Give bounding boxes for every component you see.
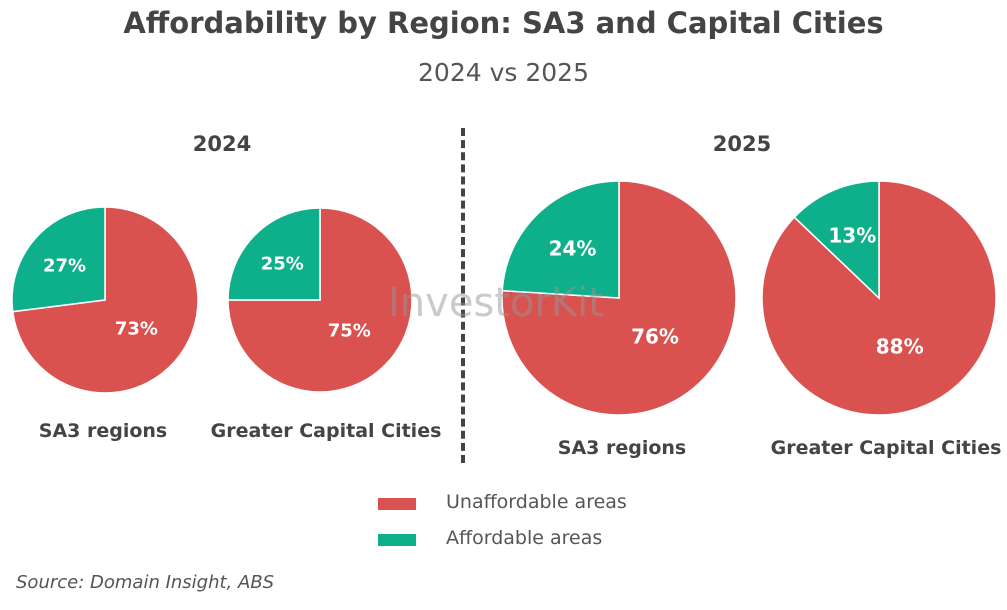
legend-swatch-affordable — [378, 534, 416, 546]
pie-data-label: 24% — [549, 237, 597, 261]
chart-subtitle: 2024 vs 2025 — [418, 58, 589, 87]
pie-label: SA3 regions — [38, 420, 168, 442]
pie-data-label: 27% — [43, 255, 86, 276]
pie-slice-unaffordable — [227, 207, 413, 393]
panel-heading-2025: 2025 — [712, 132, 772, 156]
pie-slice-affordable — [501, 180, 620, 299]
source-note: Source: Domain Insight, ABS — [16, 572, 275, 593]
chart-title: Affordability by Region: SA3 and Capital… — [123, 6, 884, 40]
pie-slice-affordable — [793, 180, 880, 300]
panel-divider — [461, 128, 465, 463]
panel-heading-2024: 2024 — [192, 132, 252, 156]
pie-label: SA3 regions — [557, 437, 687, 459]
pie-slice-affordable — [227, 207, 321, 301]
pie-data-label: 76% — [631, 324, 679, 348]
pie-slice-unaffordable — [501, 180, 737, 416]
legend-swatch-unaffordable — [378, 498, 416, 510]
legend-label-affordable: Affordable areas — [446, 527, 603, 549]
legend-label-unaffordable: Unaffordable areas — [446, 491, 627, 513]
pie-data-label: 25% — [261, 253, 304, 274]
pie-data-label: 13% — [828, 224, 876, 248]
pie-slice-affordable — [11, 206, 106, 313]
pie-data-label: 88% — [876, 334, 924, 358]
pie-data-label: 73% — [115, 319, 158, 340]
pie-data-label: 75% — [328, 320, 371, 341]
watermark: InvestorKit — [388, 280, 604, 326]
pie-label: Greater Capital Cities — [210, 420, 442, 442]
pie-label: Greater Capital Cities — [770, 437, 1002, 459]
